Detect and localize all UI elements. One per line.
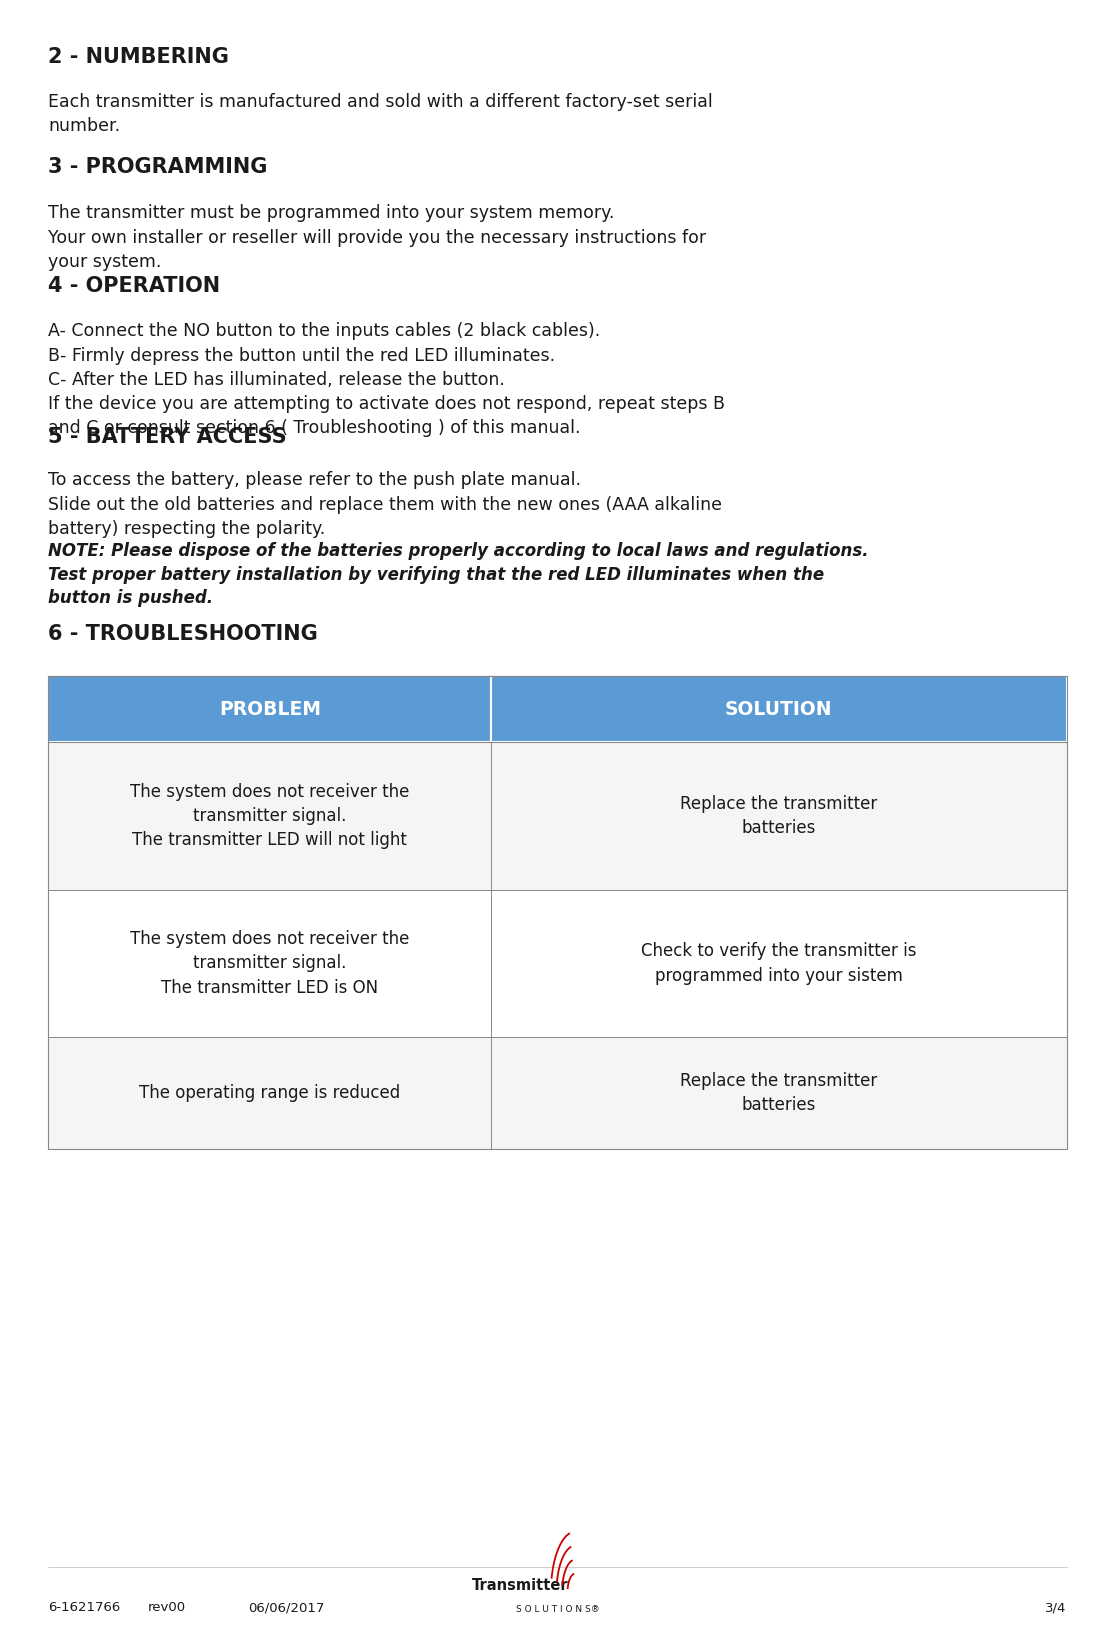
Bar [48,1037,1067,1149]
Bar [48,890,1067,1037]
Text: The system does not receiver the
transmitter signal.
The transmitter LED will no: The system does not receiver the transmi… [130,783,409,849]
Bar [491,676,1067,742]
Text: 06/06/2017: 06/06/2017 [248,1602,324,1615]
Text: 2 - NUMBERING: 2 - NUMBERING [48,46,230,68]
Text: 3/4: 3/4 [1045,1602,1067,1615]
Text: PROBLEM: PROBLEM [219,700,321,719]
Text: 4 - OPERATION: 4 - OPERATION [48,277,221,297]
Text: SOLUTION: SOLUTION [725,700,833,719]
Text: The operating range is reduced: The operating range is reduced [139,1084,400,1103]
Text: Transmitter: Transmitter [472,1579,569,1594]
Bar [48,742,1067,890]
Text: The system does not receiver the
transmitter signal.
The transmitter LED is ON: The system does not receiver the transmi… [130,929,409,997]
Text: To access the battery, please refer to the push plate manual.
Slide out the old : To access the battery, please refer to t… [48,471,723,537]
Text: rev00: rev00 [148,1602,186,1615]
Text: A- Connect the NO button to the inputs cables (2 black cables).
B- Firmly depres: A- Connect the NO button to the inputs c… [48,323,726,437]
Text: Check to verify the transmitter is
programmed into your sistem: Check to verify the transmitter is progr… [641,943,917,984]
Text: The transmitter must be programmed into your system memory.
Your own installer o: The transmitter must be programmed into … [48,204,707,270]
Text: 6-1621766: 6-1621766 [48,1602,120,1615]
Text: 3 - PROGRAMMING: 3 - PROGRAMMING [48,157,268,176]
Text: S O L U T I O N S®: S O L U T I O N S® [515,1605,600,1615]
Text: NOTE: Please dispose of the batteries properly according to local laws and regul: NOTE: Please dispose of the batteries pr… [48,542,869,606]
Text: 6 - TROUBLESHOOTING: 6 - TROUBLESHOOTING [48,625,318,644]
Text: Replace the transmitter
batteries: Replace the transmitter batteries [680,794,878,837]
Text: Replace the transmitter
batteries: Replace the transmitter batteries [680,1071,878,1114]
Bar [48,676,1067,1149]
Bar [48,676,491,742]
Text: Each transmitter is manufactured and sold with a different factory-set serial
nu: Each transmitter is manufactured and sol… [48,92,714,135]
Text: 5 - BATTERY ACCESS: 5 - BATTERY ACCESS [48,427,287,447]
